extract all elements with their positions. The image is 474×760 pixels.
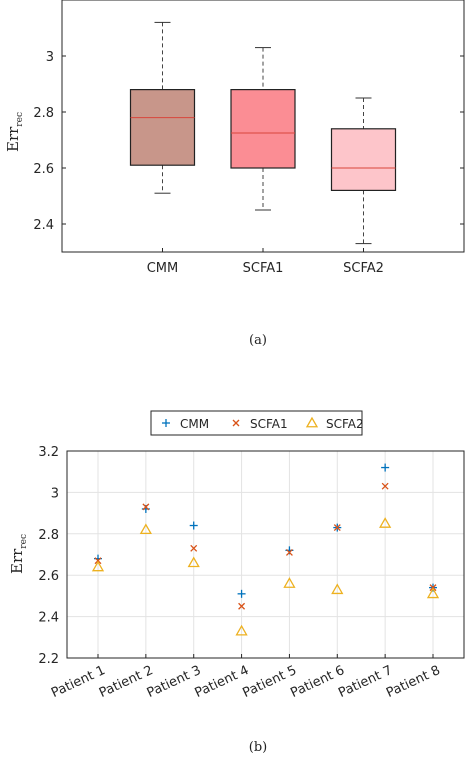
x-tick-label: SCFA1 [243,261,284,276]
legend-label: CMM [180,417,209,431]
marker-scfa1 [238,602,246,610]
marker-scfa2 [331,583,344,595]
legend-marker-scfa1 [232,419,240,427]
x-tick-label: Patient 6 [288,663,347,701]
x-tick-label: Patient 8 [384,663,443,701]
marker-scfa2 [187,556,200,568]
box-plot-boxes [129,21,397,245]
marker-cmm [237,589,246,598]
y-tick-label: 2.4 [38,611,59,626]
box-scfa2 [330,128,397,192]
scatter-y-axis-label: Errrec [8,534,29,574]
y-tick-label: 3.2 [38,445,59,460]
x-tick-label: Patient 2 [97,663,156,701]
box-plot-y-axis-label: Errrec [4,112,25,152]
box-plot-panel: 2.4 2.6 2.8 3 CMM SCFA1 SCFA2 Errrec (a) [4,0,465,348]
legend-marker-scfa2 [305,416,319,428]
box-plot-y-ticks: 2.4 2.6 2.8 3 [33,50,464,233]
y-tick-label: 2.8 [38,528,59,543]
box-cmm [129,88,196,166]
marker-scfa2 [379,517,392,528]
marker-scfa2 [139,523,152,535]
legend-label: SCFA1 [250,417,288,431]
x-tick-label: Patient 5 [241,663,300,701]
scatter-gridlines [67,450,464,659]
marker-scfa1 [142,503,150,511]
scatter-y-ticks: 2.2 2.4 2.6 2.8 3 3.2 [38,445,59,667]
y-tick-label: 2.8 [33,106,54,121]
scatter-frame [66,450,465,659]
y-tick-label: 2.4 [33,218,54,233]
x-tick-label: Patient 1 [49,663,108,701]
box-plot-x-tick-labels: CMM SCFA1 SCFA2 [147,248,384,276]
y-tick-label: 3 [46,50,54,65]
marker-scfa1 [190,544,198,552]
marker-scfa2 [283,577,296,588]
y-tick-label: 2.6 [33,162,54,177]
y-tick-label: 2.6 [38,569,59,584]
marker-cmm [381,463,390,472]
x-tick-label: Patient 3 [145,663,204,701]
x-tick-label: CMM [147,261,179,276]
x-tick-label: Patient 7 [336,663,395,701]
marker-scfa2 [426,587,440,599]
caption-b: (b) [249,740,267,755]
legend: CMM SCFA1 SCFA2 [150,410,364,436]
legend-box [150,410,363,436]
marker-scfa1 [333,524,341,532]
marker-scfa2 [235,624,248,636]
marker-scfa1 [381,482,389,490]
x-tick-label: SCFA2 [343,261,384,276]
y-tick-label: 2.2 [38,652,59,667]
legend-label: SCFA2 [326,417,364,431]
marker-scfa1 [285,548,293,556]
scatter-markers [91,463,440,636]
caption-a: (a) [249,333,267,348]
box-scfa1 [230,88,296,169]
marker-scfa2 [91,560,105,572]
x-tick-label: Patient 4 [193,663,252,701]
y-tick-label: 3 [51,486,59,501]
legend-marker-cmm [162,419,170,427]
marker-cmm [189,521,198,530]
